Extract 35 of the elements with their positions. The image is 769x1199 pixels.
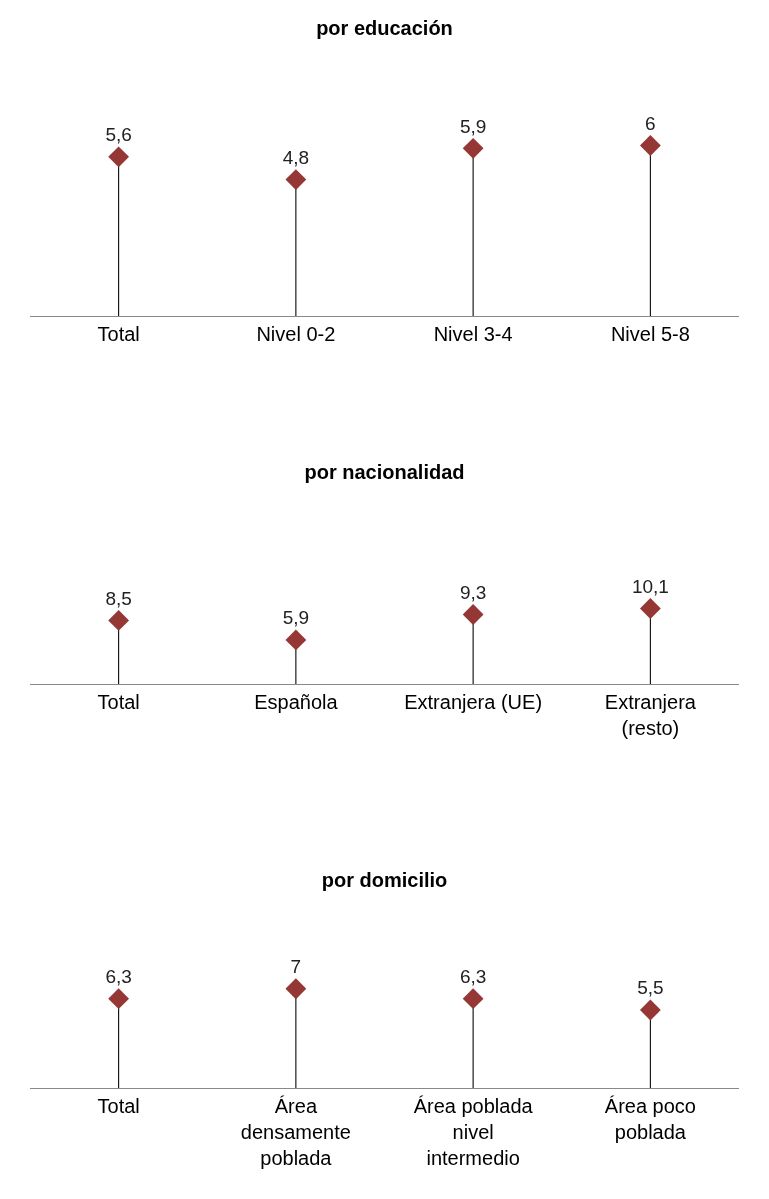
point xyxy=(639,598,661,619)
x-tick-label: Total xyxy=(97,1095,140,1118)
data-label: 5,6 xyxy=(105,124,132,146)
data-label: 5,9 xyxy=(459,115,487,137)
data-label: 6 xyxy=(645,112,656,134)
x-tick-label: Área densamente poblada xyxy=(240,1095,351,1170)
chart-title: por nacionalidad xyxy=(304,461,465,483)
data-label: 6,3 xyxy=(459,965,487,987)
x-tick-label: Nivel 5-8 xyxy=(610,323,690,346)
point xyxy=(108,146,130,168)
data-label: 8,5 xyxy=(105,587,132,609)
x-tick-label: Extranjera (UE) xyxy=(404,691,543,714)
data-label: 10,1 xyxy=(631,575,669,597)
data-label: 4,8 xyxy=(282,146,310,168)
x-tick-label: Total xyxy=(97,691,140,714)
point xyxy=(285,169,307,190)
data-label: 9,3 xyxy=(459,581,487,603)
data-label: 7 xyxy=(290,956,302,977)
x-tick-label: Española xyxy=(254,691,339,714)
x-tick-label: Total xyxy=(97,323,140,346)
point xyxy=(462,137,484,159)
x-tick-label: Área poco poblada xyxy=(604,1095,696,1144)
point xyxy=(108,610,130,631)
chart-title: por domicilio xyxy=(321,869,448,891)
x-tick-label: Nivel 0-2 xyxy=(256,323,336,346)
x-tick-label: Nivel 3-4 xyxy=(433,323,513,346)
point xyxy=(285,629,307,651)
chart-title: por educación xyxy=(316,17,453,39)
data-label: 5,9 xyxy=(282,607,310,629)
data-label: 5,5 xyxy=(637,977,664,999)
x-tick-label: Extranjera (resto) xyxy=(604,691,697,740)
x-tick-label: Área poblada nivel intermedio xyxy=(413,1095,534,1170)
data-label: 6,3 xyxy=(105,965,132,987)
point xyxy=(639,135,661,156)
point xyxy=(462,604,484,625)
